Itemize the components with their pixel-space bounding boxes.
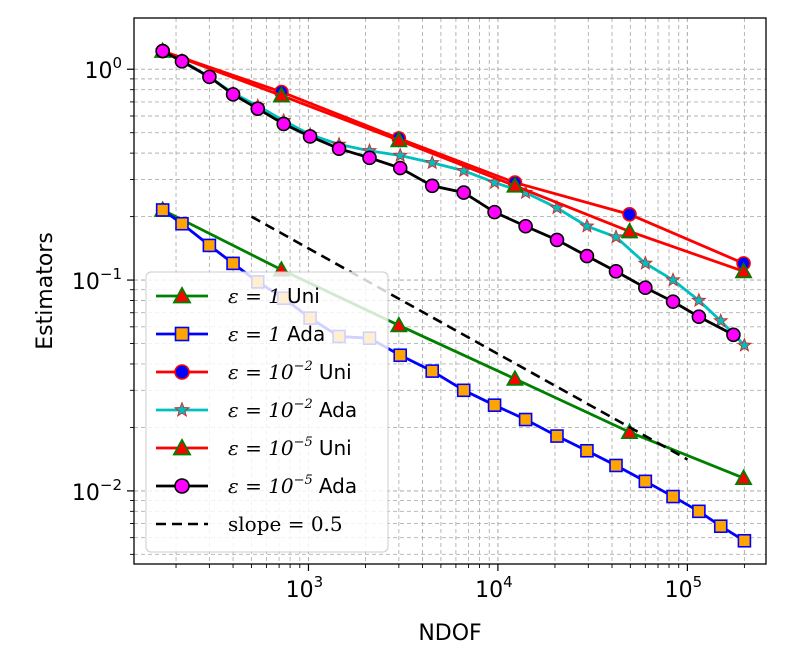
data-point (518, 412, 533, 427)
data-point (620, 222, 639, 239)
data-point (734, 468, 753, 485)
data-point (487, 398, 502, 412)
data-point (393, 348, 408, 363)
data-point (487, 204, 502, 220)
data-point (622, 207, 637, 222)
data-point (331, 141, 347, 156)
legend-entry: ε = 1 Ada (156, 322, 325, 346)
data-point (550, 429, 564, 443)
data-point (579, 248, 595, 264)
legend-entry: ε = 10−5 Ada (156, 473, 357, 498)
series-line (250, 215, 689, 461)
series-line (162, 208, 745, 480)
data-point (638, 474, 653, 489)
y-axis-label: Estimators (33, 232, 58, 350)
legend-marker (172, 438, 192, 456)
data-point (505, 369, 524, 386)
data-point (424, 154, 440, 170)
data-point (579, 218, 595, 233)
data-point (456, 185, 472, 200)
data-point (549, 232, 565, 248)
legend-entry: ε = 10−2 Ada (156, 397, 357, 422)
y-tick-label: 100 (84, 54, 122, 84)
legend-label: ε = 1 Ada (228, 322, 325, 346)
data-point (609, 458, 623, 473)
legend-entry: slope = 0.5 (156, 512, 343, 536)
axis-ticks (127, 68, 745, 571)
data-point (202, 238, 217, 253)
data-point (505, 176, 524, 193)
data-point (174, 54, 190, 69)
data-point (362, 150, 377, 166)
x-tick-label: 105 (665, 573, 703, 603)
data-point (691, 309, 707, 325)
data-point (608, 228, 624, 244)
legend-marker (174, 478, 190, 494)
legend-label: ε = 10−5 Uni (228, 435, 352, 460)
series-eps1e-5-ada (155, 43, 741, 343)
series-slope-reference (250, 215, 689, 461)
legend-label: slope = 0.5 (228, 512, 343, 536)
legend-label: ε = 1 Uni (228, 284, 320, 308)
data-point (425, 364, 440, 378)
data-point (226, 256, 240, 271)
legend-marker (174, 364, 190, 380)
data-point (250, 101, 266, 116)
legend-marker (173, 401, 191, 417)
legend-label: ε = 10−2 Ada (228, 397, 357, 422)
data-point (713, 312, 729, 328)
data-point (155, 203, 170, 217)
data-point (736, 337, 753, 352)
data-point (691, 292, 707, 308)
legend-label: ε = 10−5 Ada (228, 473, 357, 498)
legend-marker (174, 326, 190, 342)
data-point (737, 533, 752, 548)
data-point (225, 87, 241, 102)
data-point (302, 129, 318, 144)
data-point (726, 327, 741, 343)
legend-entry: ε = 1 Uni (156, 284, 320, 308)
data-point (713, 519, 728, 533)
data-point (638, 280, 653, 295)
data-point (620, 422, 639, 440)
data-point (392, 147, 408, 162)
x-tick-label: 104 (475, 573, 513, 603)
y-tick-label: 10−1 (72, 265, 122, 295)
data-point (389, 315, 408, 333)
legend-entry: ε = 10−2 Uni (156, 359, 352, 384)
data-point (272, 86, 291, 103)
series-line (162, 49, 745, 273)
data-point (580, 443, 594, 458)
legend-box (145, 271, 389, 553)
data-point (276, 116, 291, 132)
data-point (637, 255, 654, 270)
data-point (456, 383, 471, 398)
tick-labels: 103 104 105 10−2 10−1 100 (72, 54, 702, 603)
data-point (202, 69, 217, 85)
series-line (162, 49, 746, 347)
plot-frame (133, 17, 767, 565)
data-point (665, 294, 681, 309)
legend-label: ε = 10−2 Uni (228, 359, 352, 384)
data-point (666, 489, 680, 504)
legend-marker (172, 286, 192, 304)
data-point (389, 131, 408, 148)
x-tick-label: 103 (286, 573, 324, 603)
data-point (424, 178, 440, 194)
series-line (162, 49, 745, 265)
data-point (665, 271, 681, 287)
data-point (518, 218, 533, 234)
data-point (392, 160, 408, 176)
y-tick-label: 10−2 (72, 476, 122, 506)
data-point (608, 264, 624, 279)
x-axis-label: NDOF (418, 621, 481, 646)
data-point (734, 262, 753, 279)
data-point (692, 504, 706, 519)
legend: ε = 1 Uni ε = 1 Ada ε = 10−2 Uni ε = 10−2 Ada ε … (145, 271, 389, 553)
data-point (155, 43, 170, 59)
data-point (175, 216, 189, 231)
legend-entry: ε = 10−5 Uni (156, 435, 352, 460)
